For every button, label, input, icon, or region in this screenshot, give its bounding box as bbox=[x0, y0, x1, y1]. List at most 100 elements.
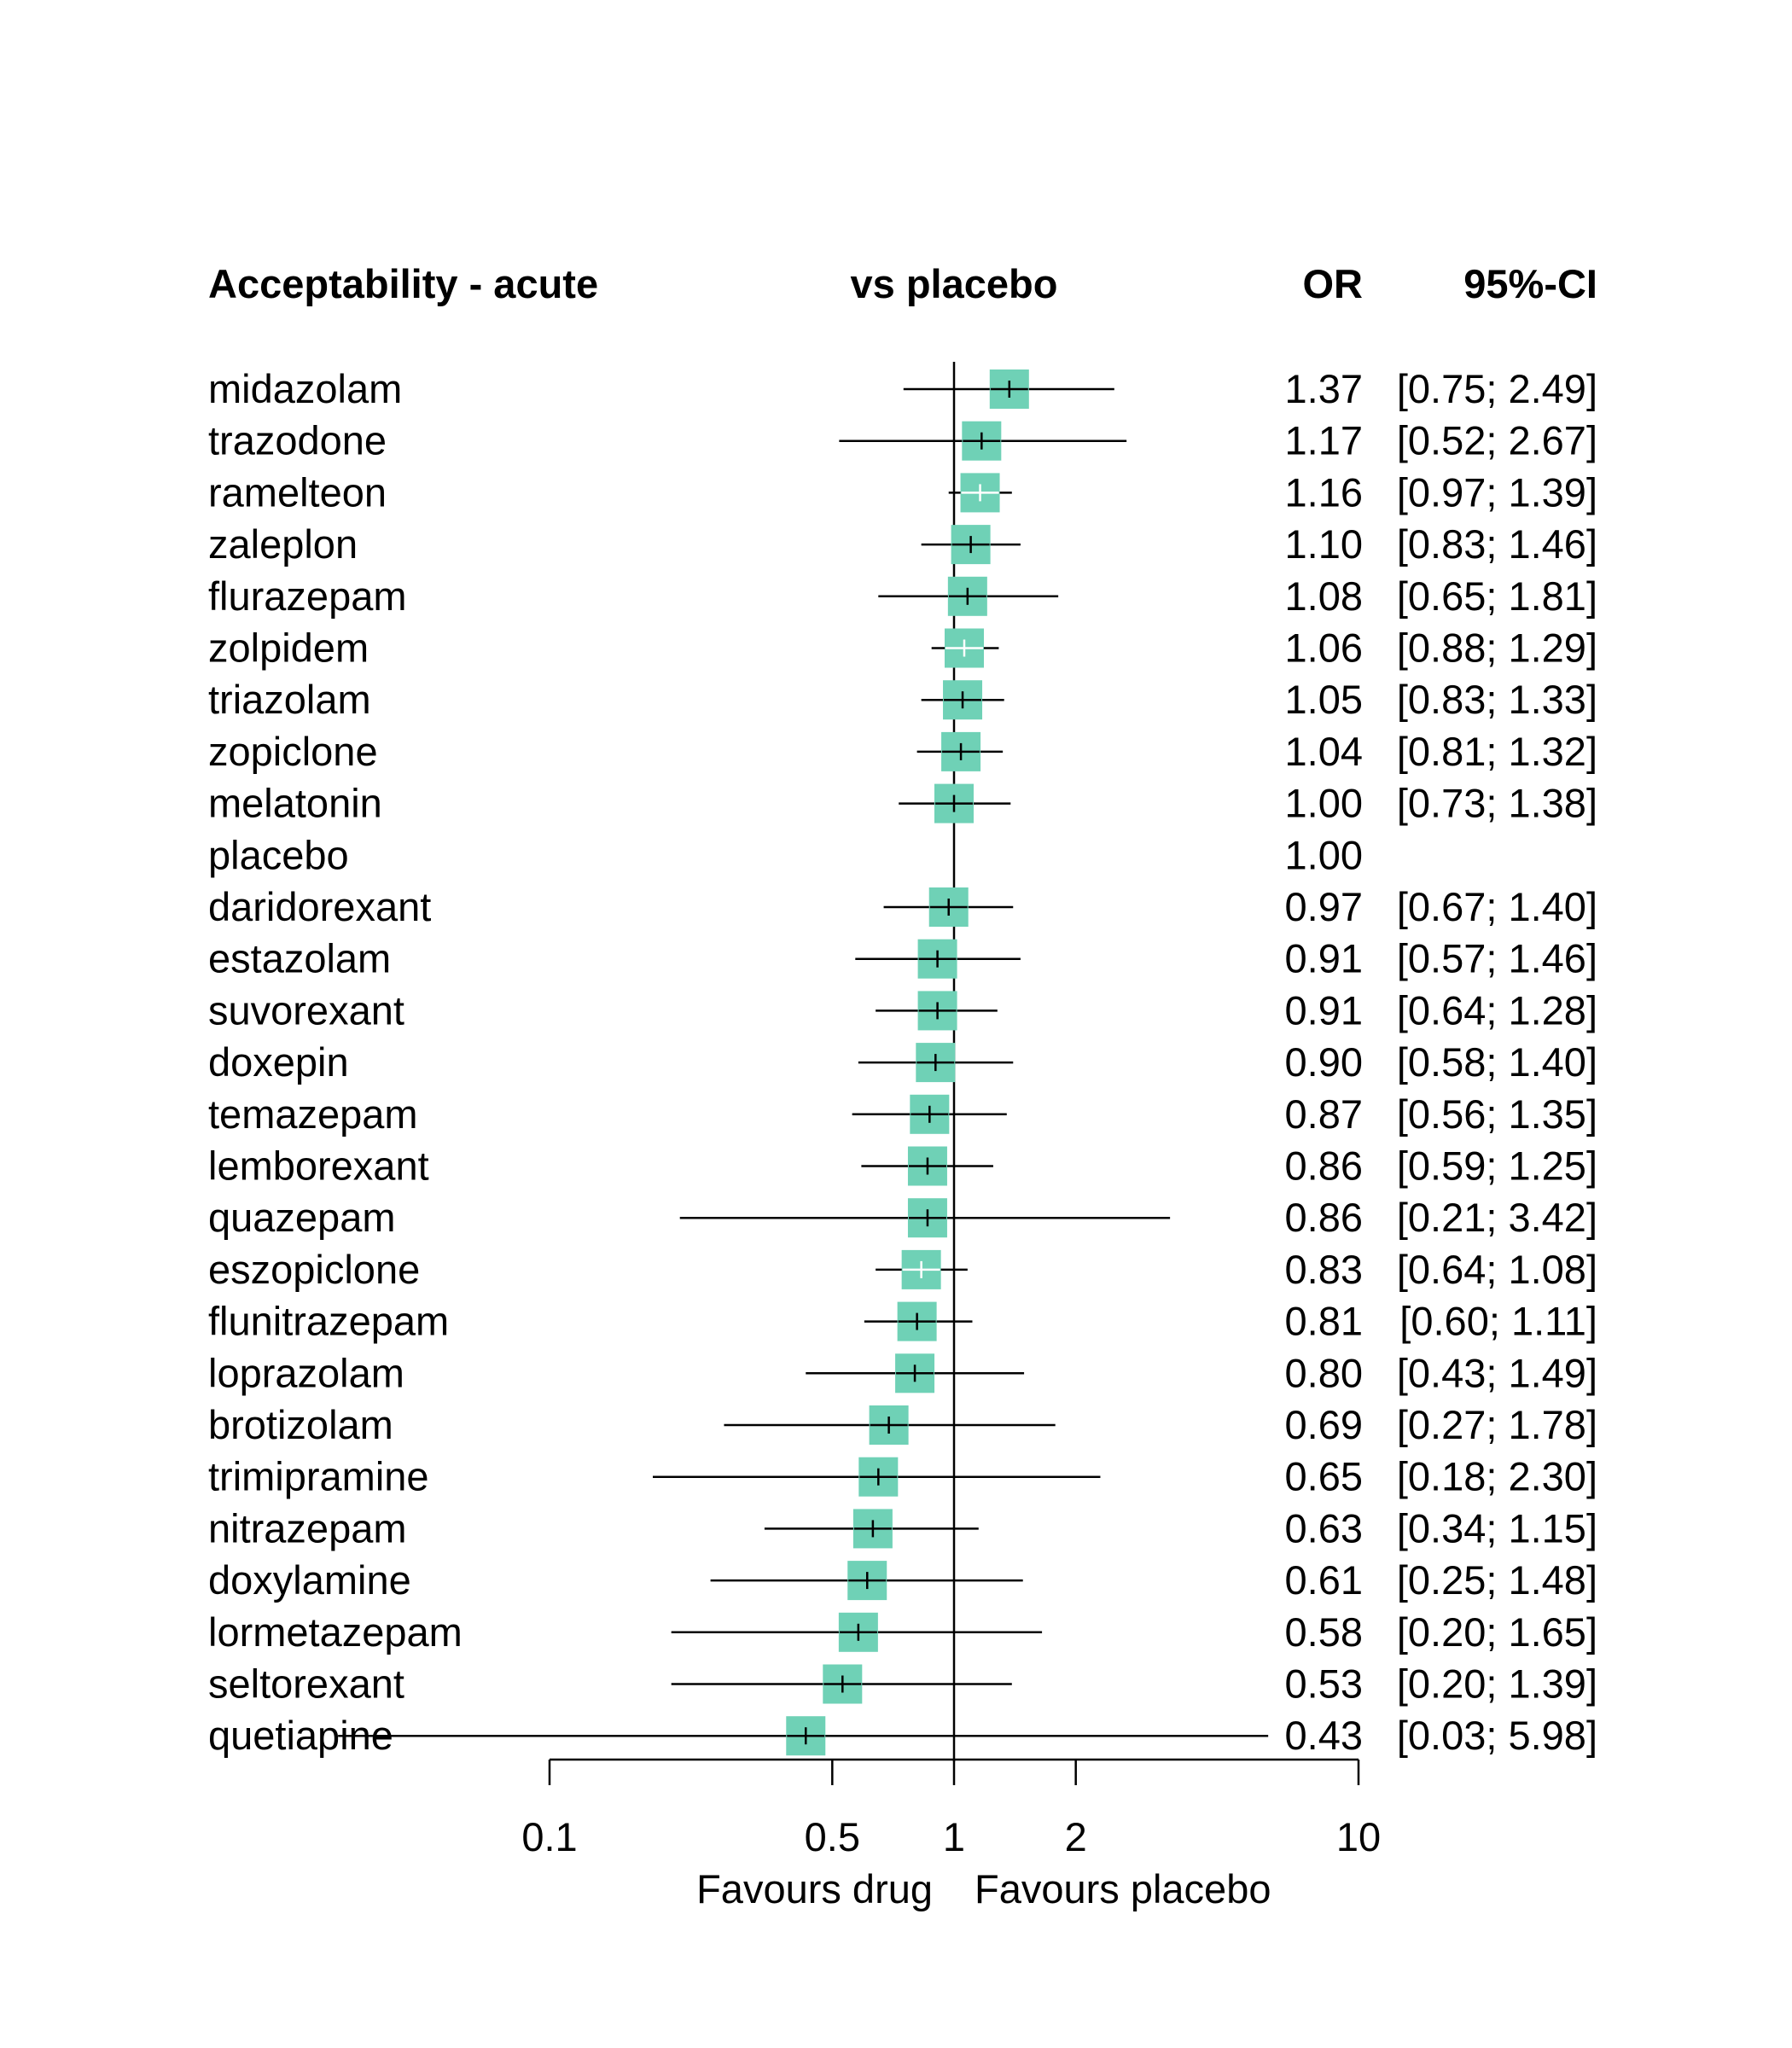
row-or-value: 0.91 bbox=[1285, 987, 1363, 1033]
forest-row: ramelteon 1.16 [0.97; 1.39] bbox=[208, 469, 1597, 515]
row-label: trazodone bbox=[208, 418, 387, 463]
header-comparison: vs placebo bbox=[851, 261, 1058, 306]
row-label: estazolam bbox=[208, 936, 391, 981]
row-label: triazolam bbox=[208, 677, 371, 722]
row-or-value: 0.58 bbox=[1285, 1609, 1363, 1655]
forest-row: triazolam 1.05 [0.83; 1.33] bbox=[208, 677, 1597, 722]
forest-row: brotizolam 0.69 [0.27; 1.78] bbox=[208, 1402, 1597, 1447]
row-ci-value: [0.60; 1.11] bbox=[1399, 1299, 1597, 1344]
row-ci-value: [0.88; 1.29] bbox=[1397, 625, 1597, 671]
header-or: OR bbox=[1303, 261, 1364, 306]
row-label: zolpidem bbox=[208, 625, 369, 671]
column-headers: Acceptability - acute vs placebo OR 95%-… bbox=[208, 261, 1597, 306]
row-label: quazepam bbox=[208, 1195, 396, 1240]
forest-row: eszopiclone 0.83 [0.64; 1.08] bbox=[208, 1247, 1597, 1292]
row-label: doxepin bbox=[208, 1039, 349, 1085]
row-label: daridorexant bbox=[208, 884, 431, 929]
row-or-value: 0.86 bbox=[1285, 1195, 1363, 1240]
forest-row: seltorexant 0.53 [0.20; 1.39] bbox=[208, 1661, 1597, 1707]
forest-row: loprazolam 0.80 [0.43; 1.49] bbox=[208, 1350, 1597, 1395]
row-ci-value: [0.21; 3.42] bbox=[1397, 1195, 1597, 1240]
row-ci-value: [0.20; 1.39] bbox=[1397, 1661, 1597, 1707]
row-ci-value: [0.25; 1.48] bbox=[1397, 1557, 1597, 1603]
row-label: suvorexant bbox=[208, 987, 404, 1033]
row-ci-value: [0.56; 1.35] bbox=[1397, 1091, 1597, 1137]
row-label: doxylamine bbox=[208, 1557, 411, 1603]
forest-row: flurazepam 1.08 [0.65; 1.81] bbox=[208, 573, 1597, 619]
row-ci-value: [0.83; 1.33] bbox=[1397, 677, 1597, 722]
forest-row: melatonin 1.00 [0.73; 1.38] bbox=[208, 781, 1597, 826]
row-or-value: 0.83 bbox=[1285, 1247, 1363, 1292]
x-tick-label: 2 bbox=[1065, 1814, 1087, 1859]
row-or-value: 0.63 bbox=[1285, 1505, 1363, 1551]
row-or-value: 1.16 bbox=[1285, 469, 1363, 515]
row-ci-value: [0.65; 1.81] bbox=[1397, 573, 1597, 619]
row-label: melatonin bbox=[208, 781, 382, 826]
favours-labels: Favours drug Favours placebo bbox=[696, 1866, 1271, 1911]
row-or-value: 0.97 bbox=[1285, 884, 1363, 929]
row-or-value: 0.80 bbox=[1285, 1350, 1363, 1395]
row-or-value: 1.04 bbox=[1285, 729, 1363, 774]
row-or-value: 1.10 bbox=[1285, 521, 1363, 567]
row-or-value: 0.91 bbox=[1285, 936, 1363, 981]
forest-row: flunitrazepam 0.81 [0.60; 1.11] bbox=[208, 1299, 1597, 1344]
row-ci-value: [0.27; 1.78] bbox=[1397, 1402, 1597, 1447]
x-tick-label: 1 bbox=[943, 1814, 965, 1859]
row-label: lemborexant bbox=[208, 1143, 429, 1189]
x-axis: 0.1 0.5 1 2 10 bbox=[521, 1758, 1381, 1859]
row-ci-value: [0.20; 1.65] bbox=[1397, 1609, 1597, 1655]
x-tick-label: 10 bbox=[1336, 1814, 1381, 1859]
header-study: Acceptability - acute bbox=[208, 261, 598, 306]
row-or-value: 1.00 bbox=[1285, 781, 1363, 826]
row-ci-value: [0.67; 1.40] bbox=[1397, 884, 1597, 929]
row-ci-value: [0.83; 1.46] bbox=[1397, 521, 1597, 567]
forest-row: placebo 1.00 bbox=[208, 832, 1363, 877]
row-ci-value: [0.59; 1.25] bbox=[1397, 1143, 1597, 1189]
row-or-value: 1.37 bbox=[1285, 366, 1363, 411]
row-or-value: 0.87 bbox=[1285, 1091, 1363, 1137]
row-label: midazolam bbox=[208, 366, 402, 411]
row-label: seltorexant bbox=[208, 1661, 404, 1707]
row-ci-value: [0.73; 1.38] bbox=[1397, 781, 1597, 826]
row-label: flurazepam bbox=[208, 573, 407, 619]
row-label: eszopiclone bbox=[208, 1247, 420, 1292]
forest-row: doxylamine 0.61 [0.25; 1.48] bbox=[208, 1557, 1597, 1603]
row-ci-value: [0.64; 1.28] bbox=[1397, 987, 1597, 1033]
favours-placebo-label: Favours placebo bbox=[975, 1866, 1271, 1911]
row-label: trimipramine bbox=[208, 1454, 429, 1499]
forest-row: nitrazepam 0.63 [0.34; 1.15] bbox=[208, 1505, 1597, 1551]
row-ci-value: [0.18; 2.30] bbox=[1397, 1454, 1597, 1499]
row-ci-value: [0.34; 1.15] bbox=[1397, 1505, 1597, 1551]
row-label: loprazolam bbox=[208, 1350, 404, 1395]
forest-row: trazodone 1.17 [0.52; 2.67] bbox=[208, 418, 1597, 463]
row-or-value: 1.17 bbox=[1285, 418, 1363, 463]
forest-row: quazepam 0.86 [0.21; 3.42] bbox=[208, 1195, 1597, 1240]
row-ci-value: [0.64; 1.08] bbox=[1397, 1247, 1597, 1292]
row-or-value: 0.61 bbox=[1285, 1557, 1363, 1603]
row-or-value: 0.53 bbox=[1285, 1661, 1363, 1707]
row-or-value: 0.69 bbox=[1285, 1402, 1363, 1447]
row-label: nitrazepam bbox=[208, 1505, 407, 1551]
forest-row: suvorexant 0.91 [0.64; 1.28] bbox=[208, 987, 1597, 1033]
forest-row: trimipramine 0.65 [0.18; 2.30] bbox=[208, 1454, 1597, 1499]
row-label: zopiclone bbox=[208, 729, 378, 774]
forest-row: lormetazepam 0.58 [0.20; 1.65] bbox=[208, 1609, 1597, 1655]
row-label: lormetazepam bbox=[208, 1609, 463, 1655]
row-ci-value: [0.97; 1.39] bbox=[1397, 469, 1597, 515]
forest-row: zopiclone 1.04 [0.81; 1.32] bbox=[208, 729, 1597, 774]
row-or-value: 1.05 bbox=[1285, 677, 1363, 722]
row-label: ramelteon bbox=[208, 469, 387, 515]
forest-row: doxepin 0.90 [0.58; 1.40] bbox=[208, 1039, 1597, 1085]
row-ci-value: [0.57; 1.46] bbox=[1397, 936, 1597, 981]
row-or-value: 0.81 bbox=[1285, 1299, 1363, 1344]
forest-row: estazolam 0.91 [0.57; 1.46] bbox=[208, 936, 1597, 981]
x-tick-label: 0.1 bbox=[521, 1814, 577, 1859]
row-ci-value: [0.43; 1.49] bbox=[1397, 1350, 1597, 1395]
forest-rows: midazolam 1.37 [0.75; 2.49] trazodone 1.17 [0… bbox=[208, 366, 1597, 1758]
row-label: flunitrazepam bbox=[208, 1299, 449, 1344]
row-ci-value: [0.58; 1.40] bbox=[1397, 1039, 1597, 1085]
forest-row: daridorexant 0.97 [0.67; 1.40] bbox=[208, 884, 1597, 929]
x-tick-label: 0.5 bbox=[805, 1814, 860, 1859]
forest-row: temazepam 0.87 [0.56; 1.35] bbox=[208, 1091, 1597, 1137]
